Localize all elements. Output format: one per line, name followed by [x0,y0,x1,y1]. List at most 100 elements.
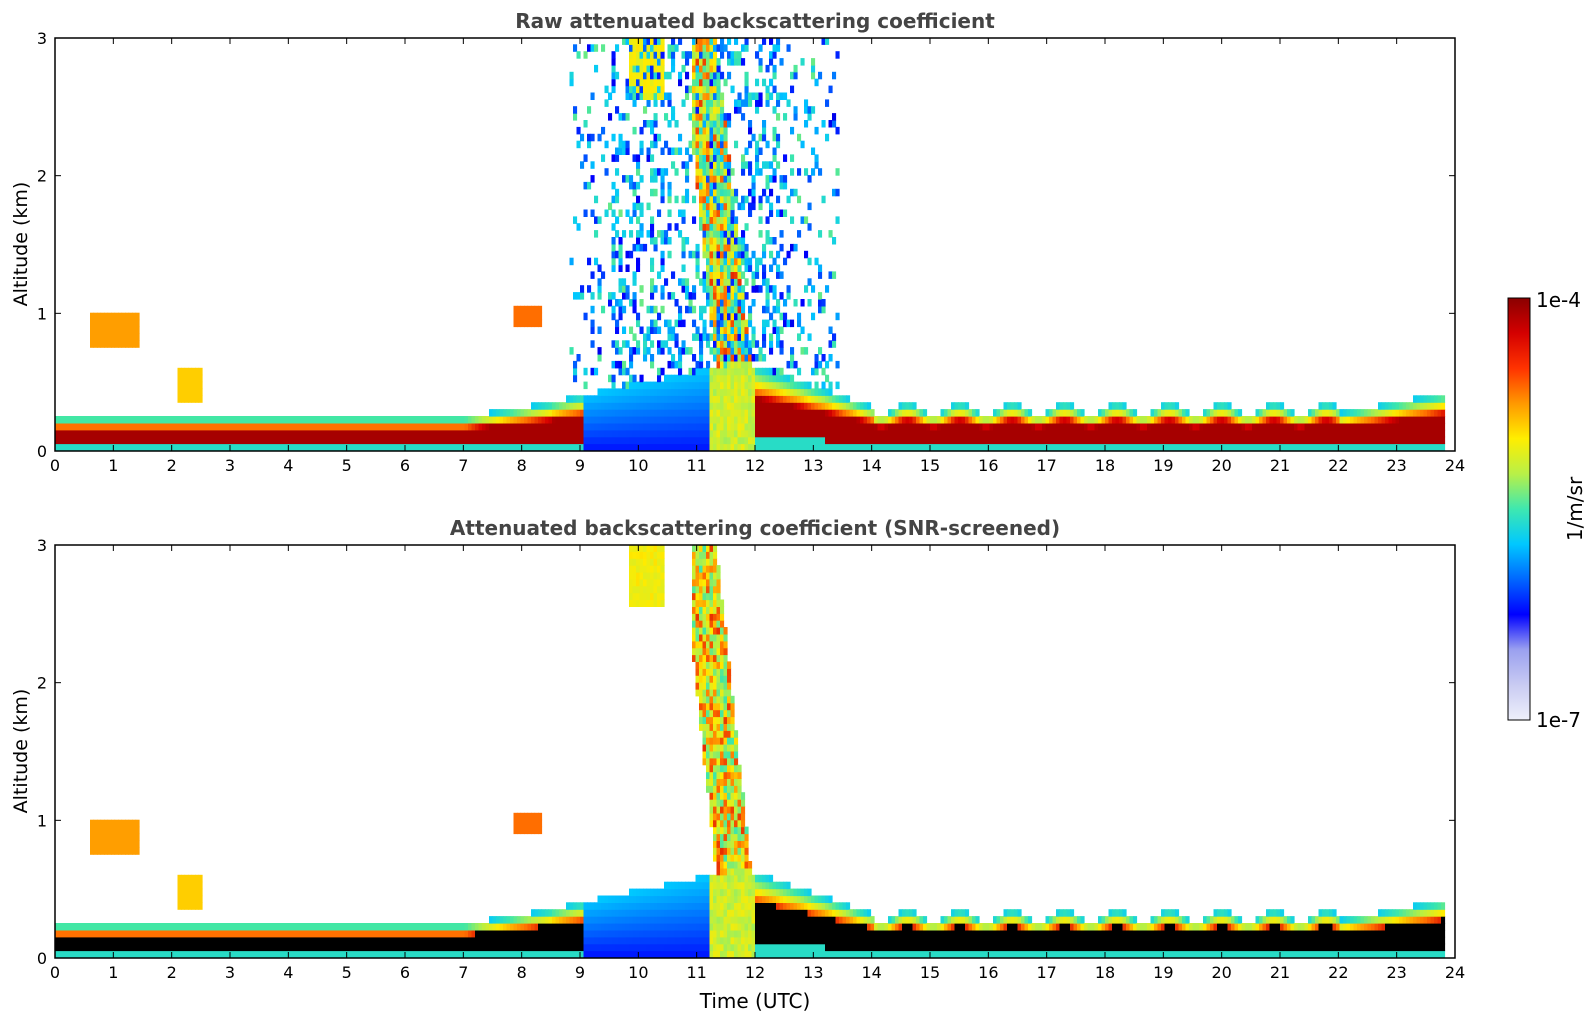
heatmap-cell [608,299,613,307]
heatmap-cell [1343,422,1348,431]
heatmap-cell [727,429,732,438]
heatmap-cell [716,202,721,211]
heatmap-cell [674,333,679,341]
heatmap-cell [741,374,746,383]
heatmap-cell [765,429,770,438]
heatmap-cell [972,409,977,417]
heatmap-cell [643,85,648,94]
heatmap-cell [615,188,620,197]
heatmap-cell [289,429,294,438]
heatmap-cell [674,147,679,155]
heatmap-cell [961,422,966,431]
heatmap-cell [233,416,238,424]
heatmap-cell [730,422,735,431]
heatmap-cell [660,305,665,314]
heatmap-cell [695,154,700,162]
heatmap-cell [195,923,200,931]
heatmap-cell [597,292,602,300]
heatmap-cell [709,347,714,355]
heatmap-cell [373,936,378,945]
heatmap-cell [1164,429,1169,438]
heatmap-cell [1056,422,1061,431]
heatmap-cell [744,99,749,107]
heatmap-cell [97,950,102,958]
heatmap-cell [219,936,224,945]
heatmap-cell [349,422,354,431]
heatmap-cell [860,422,865,431]
heatmap-cell [709,230,714,238]
heatmap-cell [692,429,697,438]
heatmap-cell [727,333,732,341]
heatmap-cell [1430,429,1435,438]
heatmap-cell [751,326,756,334]
heatmap-cell [702,71,707,80]
heatmap-cell [611,257,616,266]
heatmap-cell [275,443,280,451]
heatmap-cell [706,51,711,59]
heatmap-cell [832,71,837,80]
heatmap-cell [678,367,683,376]
heatmap-cell [100,340,105,348]
heatmap-cell [118,443,123,451]
heatmap-cell [909,402,914,410]
heatmap-cell [1350,409,1355,417]
heatmap-cell [604,140,609,149]
heatmap-cell [1147,422,1152,431]
heatmap-cell [1010,422,1015,431]
heatmap-cell [769,409,774,417]
heatmap-cell [1087,429,1092,438]
heatmap-cell [723,354,728,362]
heatmap-cell [317,943,322,952]
heatmap-cell [1423,402,1428,410]
heatmap-cell [657,168,662,176]
heatmap-cell [1441,409,1446,417]
heatmap-cell [1108,436,1113,445]
heatmap-cell [751,422,756,431]
heatmap-cell [1038,416,1043,424]
heatmap-cell [1073,429,1078,438]
heatmap-cell [1108,416,1113,424]
heatmap-cell [1441,443,1446,451]
heatmap-cell [1385,429,1390,438]
heatmap-cell [660,78,665,87]
heatmap-cell [611,388,616,396]
heatmap-cell [699,416,704,424]
heatmap-cell [828,326,833,334]
heatmap-cell [968,436,973,445]
heatmap-cell [1220,443,1225,451]
heatmap-cell [475,429,480,438]
heatmap-cell [713,271,718,279]
heatmap-cell [1206,409,1211,417]
heatmap-cell [1322,443,1327,451]
heatmap-cell [1301,443,1306,451]
heatmap-cell [587,395,592,403]
heatmap-cell [835,422,840,431]
heatmap-cell [436,950,441,958]
heatmap-cell [1171,443,1176,451]
heatmap-cell [800,436,805,445]
heatmap-cell [1297,436,1302,445]
heatmap-cell [786,285,791,293]
heatmap-cell [835,402,840,410]
heatmap-cell [188,367,193,376]
heatmap-cell [1206,422,1211,431]
heatmap-cell [93,833,98,841]
heatmap-cell [744,85,749,94]
heatmap-cell [125,936,130,945]
heatmap-cell [72,436,77,445]
heatmap-cell [622,285,627,293]
heatmap-cell [702,85,707,94]
heatmap-cell [632,381,637,390]
heatmap-cell [597,216,602,224]
heatmap-cell [772,85,777,94]
heatmap-cell [296,416,301,424]
heatmap-cell [587,443,592,451]
heatmap-cell [1031,443,1036,451]
heatmap-cell [1360,422,1365,431]
heatmap-cell [699,409,704,417]
heatmap-cell [723,409,728,417]
heatmap-cell [307,950,312,958]
heatmap-cell [1371,416,1376,424]
heatmap-cell [692,120,697,128]
heatmap-cell [79,429,84,438]
